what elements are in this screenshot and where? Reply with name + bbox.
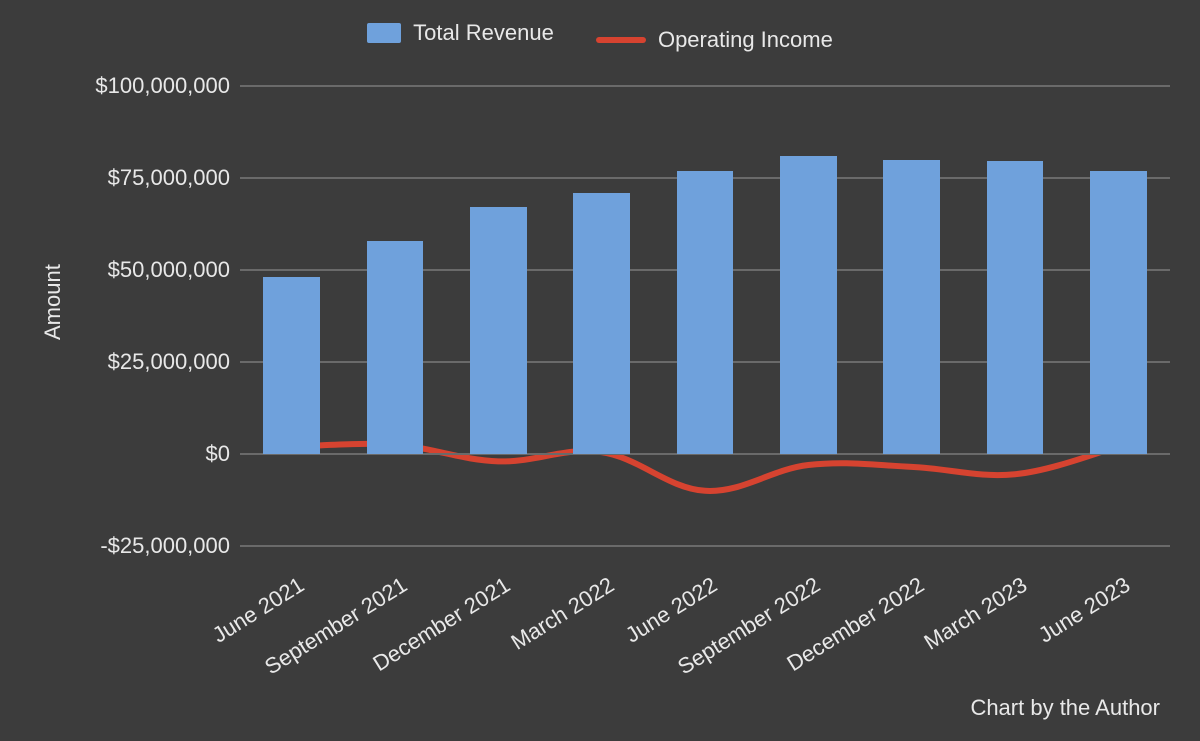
y-tick-label: $0 — [30, 441, 230, 467]
revenue-bar — [677, 171, 734, 454]
revenue-bar — [883, 160, 940, 454]
legend-item-operating-income: Operating Income — [596, 27, 833, 53]
x-tick-label: March 2023 — [849, 572, 1032, 700]
y-tick-label: $100,000,000 — [30, 73, 230, 99]
legend: Total Revenue Operating Income — [0, 20, 1200, 53]
legend-item-revenue: Total Revenue — [367, 20, 554, 46]
x-tick-label: December 2022 — [745, 572, 928, 700]
gridline — [240, 545, 1170, 547]
legend-label: Total Revenue — [413, 20, 554, 46]
revenue-bar — [263, 277, 320, 454]
bar-swatch-icon — [367, 23, 401, 43]
revenue-bar — [987, 161, 1044, 454]
x-tick-label: December 2021 — [332, 572, 515, 700]
chart-credit: Chart by the Author — [970, 695, 1160, 721]
revenue-bar — [1090, 171, 1147, 454]
line-swatch-icon — [596, 37, 646, 43]
x-tick-label: September 2022 — [642, 572, 825, 700]
revenue-bar — [367, 241, 424, 454]
revenue-bar — [573, 193, 630, 454]
y-tick-label: $25,000,000 — [30, 349, 230, 375]
x-tick-label: June 2021 — [125, 572, 308, 700]
x-tick-label: March 2022 — [435, 572, 618, 700]
chart-area: $100,000,000$75,000,000$50,000,000$25,00… — [240, 86, 1170, 546]
y-tick-label: -$25,000,000 — [30, 533, 230, 559]
revenue-bar — [470, 207, 527, 454]
gridline — [240, 85, 1170, 87]
y-tick-label: $50,000,000 — [30, 257, 230, 283]
x-tick-label: September 2021 — [229, 572, 412, 700]
legend-label: Operating Income — [658, 27, 833, 53]
y-tick-label: $75,000,000 — [30, 165, 230, 191]
x-tick-label: June 2023 — [952, 572, 1135, 700]
x-tick-label: June 2022 — [539, 572, 722, 700]
revenue-bar — [780, 156, 837, 454]
